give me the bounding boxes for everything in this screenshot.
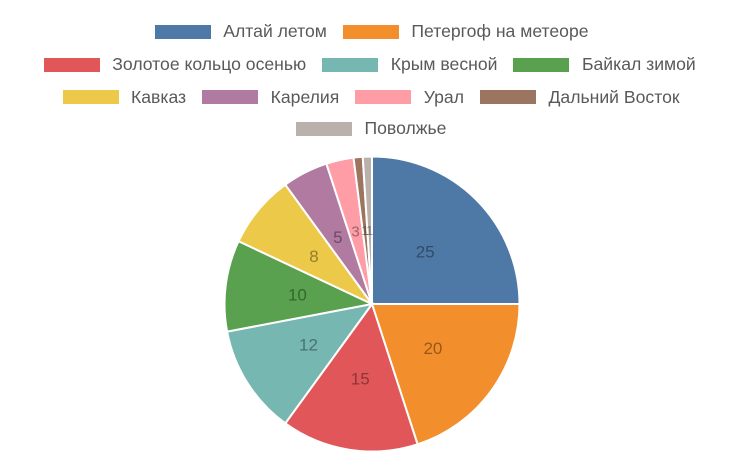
svg-text:5: 5 — [333, 228, 342, 247]
svg-text:10: 10 — [288, 286, 307, 305]
svg-text:15: 15 — [351, 369, 370, 388]
svg-text:1: 1 — [366, 223, 373, 238]
svg-text:3: 3 — [351, 224, 359, 241]
svg-text:20: 20 — [423, 339, 442, 358]
svg-text:12: 12 — [299, 335, 318, 354]
svg-text:25: 25 — [416, 242, 435, 261]
svg-text:8: 8 — [309, 247, 318, 266]
